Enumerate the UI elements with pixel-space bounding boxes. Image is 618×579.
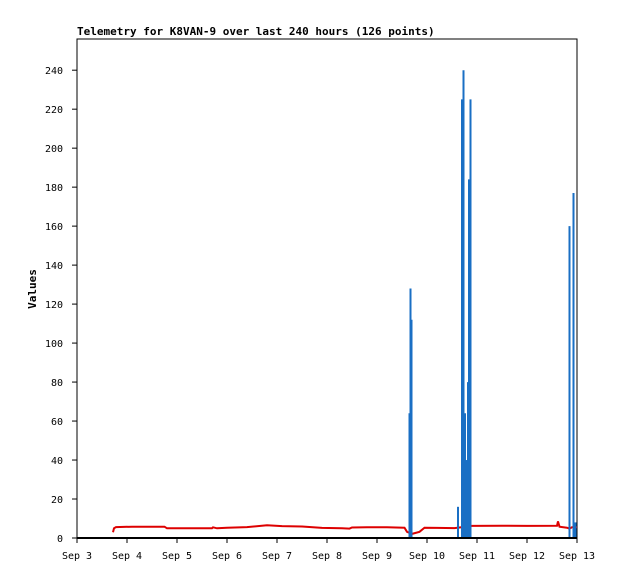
x-tick-label: Sep 9 (362, 551, 392, 562)
y-tick-label: 120 (45, 300, 63, 311)
y-tick-label: 0 (57, 534, 63, 545)
chart-title: Telemetry for K8VAN-9 over last 240 hour… (77, 25, 435, 38)
y-tick-label: 220 (45, 105, 63, 116)
y-tick-label: 180 (45, 183, 63, 194)
x-tick-label: Sep 8 (312, 551, 342, 562)
y-tick-label: 100 (45, 339, 63, 350)
y-axis: 0 20 40 60 80 100 120 140 160 180 200 220 240 (45, 66, 77, 545)
y-tick-label: 140 (45, 261, 63, 272)
x-tick-label: Sep 5 (162, 551, 192, 562)
x-tick-label: Sep 11 (459, 551, 495, 562)
x-axis: Sep 3 Sep 4 Sep 5 Sep 6 Sep 7 Sep 8 Sep 9 Sep 1… (62, 538, 595, 562)
y-tick-label: 80 (51, 378, 63, 389)
x-tick-label: Sep 6 (212, 551, 242, 562)
x-tick-label: Sep 13 (559, 551, 595, 562)
plot-area (77, 70, 577, 539)
x-tick-label: Sep 7 (262, 551, 292, 562)
y-tick-label: 40 (51, 456, 63, 467)
x-tick-label: Sep 3 (62, 551, 92, 562)
y-tick-label: 160 (45, 222, 63, 233)
y-tick-label: 240 (45, 66, 63, 77)
y-axis-label: Values (26, 269, 39, 309)
red-series-line (112, 521, 577, 535)
x-tick-label: Sep 4 (112, 551, 142, 562)
y-tick-label: 200 (45, 144, 63, 155)
plot-frame (76, 38, 578, 539)
y-tick-label: 60 (51, 417, 63, 428)
y-tick-label: 20 (51, 495, 63, 506)
x-tick-label: Sep 10 (409, 551, 445, 562)
x-tick-label: Sep 12 (509, 551, 545, 562)
